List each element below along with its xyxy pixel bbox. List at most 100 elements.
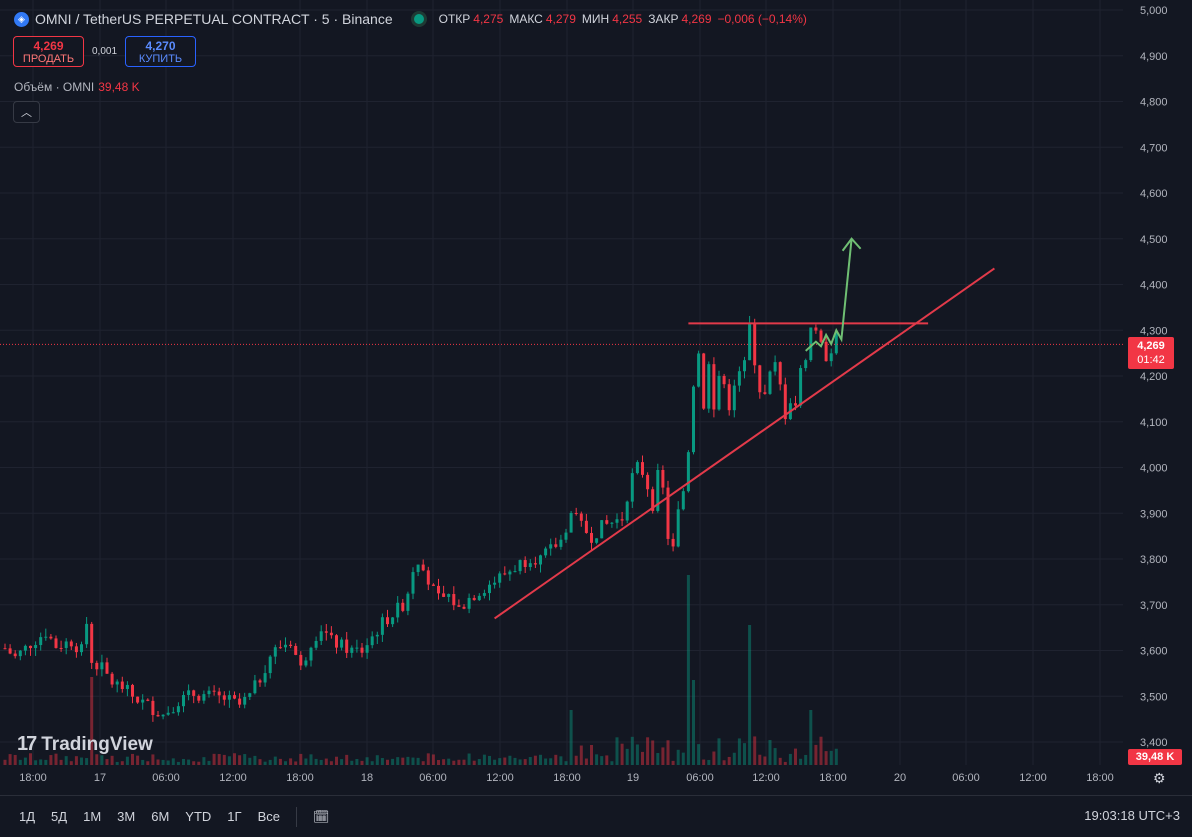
candle-body: [493, 582, 497, 585]
time-axis[interactable]: 18:00 17 06:00 12:00 18:00 18 06:00 12:00 18:00 1…: [0, 765, 1192, 795]
volume-bar: [533, 755, 537, 765]
volume-bar: [3, 759, 7, 765]
candle-body: [39, 637, 43, 646]
volume-bar: [676, 749, 680, 765]
volume-bar: [737, 738, 741, 765]
candle-body: [54, 638, 58, 648]
range-1d-button[interactable]: 1Д: [19, 809, 36, 824]
candle-body: [8, 648, 12, 654]
range-1y-button[interactable]: 1Г: [227, 809, 242, 824]
candle-body: [80, 644, 83, 653]
candle-body: [197, 695, 201, 701]
candle-body: [294, 645, 298, 655]
price-tick-label: 3,500: [1140, 691, 1168, 703]
candle-body: [365, 645, 369, 653]
candle-body: [579, 513, 583, 521]
volume-bar: [503, 757, 507, 765]
time-tick-label: 17: [93, 772, 107, 784]
volume-bar: [365, 757, 369, 765]
candle-body: [676, 509, 680, 547]
range-1m-button[interactable]: 1М: [83, 809, 102, 824]
volume-bar: [549, 758, 553, 765]
candle-body: [620, 519, 624, 521]
candle-body: [95, 662, 99, 670]
volume-bar: [263, 761, 267, 765]
candle-body: [549, 544, 553, 549]
settings-gear-icon[interactable]: ⚙: [1153, 770, 1166, 786]
bottom-toolbar: 1Д 5Д 1М 3М 6М YTD 1Г Все 🗓 19:03:18 UTC…: [0, 795, 1192, 837]
candle-body: [625, 501, 629, 521]
volume-bar: [54, 753, 58, 765]
volume-bar: [227, 756, 231, 765]
candle-body: [182, 695, 185, 707]
candle-body: [472, 597, 476, 601]
candle-body: [319, 631, 323, 641]
volume-bar: [69, 761, 73, 765]
candle-body: [125, 684, 129, 690]
volume-bar: [488, 755, 491, 765]
candle-body: [819, 330, 823, 342]
range-3m-button[interactable]: 3М: [117, 809, 136, 824]
candle-body: [263, 673, 267, 683]
volume-bar: [161, 759, 165, 765]
range-all-button[interactable]: Все: [257, 809, 280, 824]
volume-bar: [294, 761, 298, 765]
volume-bar: [370, 761, 374, 765]
time-tick-label: 18:00: [553, 772, 581, 784]
sell-button[interactable]: 4,269 ПРОДАТЬ: [13, 36, 84, 67]
volume-bar: [350, 760, 354, 765]
volume-bar: [49, 755, 53, 765]
chart-plot-area[interactable]: [0, 0, 1123, 765]
volume-bar: [202, 757, 206, 765]
collapse-legend-button[interactable]: ︿: [13, 101, 40, 123]
volume-bar: [115, 761, 119, 765]
range-5d-button[interactable]: 5Д: [51, 809, 68, 824]
volume-bar: [222, 754, 226, 765]
volume-bar: [610, 761, 614, 765]
date-range-calendar-icon[interactable]: 🗓: [312, 808, 330, 824]
candle-body: [406, 593, 410, 611]
candle-body: [707, 364, 711, 409]
tradingview-logo[interactable]: 17 TradingView: [17, 733, 153, 756]
volume-bar: [768, 740, 772, 765]
sell-label: ПРОДАТЬ: [22, 53, 75, 65]
price-tick-label: 3,800: [1140, 554, 1168, 566]
volume-bar: [605, 755, 609, 765]
candle-body: [641, 462, 644, 475]
volume-bar: [360, 760, 364, 765]
symbol-title[interactable]: OMNI / TetherUS PERPETUAL CONTRACT · 5 ·…: [35, 11, 393, 27]
range-6m-button[interactable]: 6М: [151, 809, 170, 824]
price-axis[interactable]: 5,000 4,900 4,800 4,700 4,600 4,500 4,400 4,300…: [1123, 0, 1192, 765]
candle-body: [309, 647, 313, 661]
candle-body: [192, 690, 196, 696]
volume-bar: [508, 755, 512, 765]
volume-bar: [630, 736, 634, 765]
volume-bar: [620, 743, 624, 765]
volume-bar: [233, 753, 236, 765]
price-tick-label: 4,900: [1140, 51, 1168, 63]
volume-bar: [748, 625, 752, 765]
volume-bar: [493, 759, 497, 765]
volume-bar: [273, 756, 277, 765]
candle-body: [202, 694, 206, 701]
buy-button[interactable]: 4,270 КУПИТЬ: [125, 36, 196, 67]
volume-bar: [406, 756, 410, 765]
candle-body: [131, 684, 134, 697]
candle-body: [569, 512, 573, 533]
volume-bar: [278, 758, 282, 765]
volume-bar: [100, 755, 104, 765]
volume-bar: [615, 737, 619, 765]
candle-body: [834, 331, 838, 354]
volume-bar: [345, 754, 349, 765]
market-status-icon[interactable]: [410, 11, 427, 27]
volume-bar: [579, 745, 583, 765]
utc-clock[interactable]: 19:03:18 UTC+3: [1084, 808, 1180, 823]
candle-body: [426, 570, 430, 585]
volume-legend[interactable]: Объём · OMNI 39,48 K: [14, 80, 140, 94]
volume-bar: [773, 748, 777, 765]
candle-body: [64, 641, 68, 648]
ohlc-low-value: 4,255: [612, 12, 643, 26]
range-ytd-button[interactable]: YTD: [185, 809, 212, 824]
candle-body: [110, 673, 114, 685]
price-tick-label: 4,400: [1140, 280, 1168, 292]
